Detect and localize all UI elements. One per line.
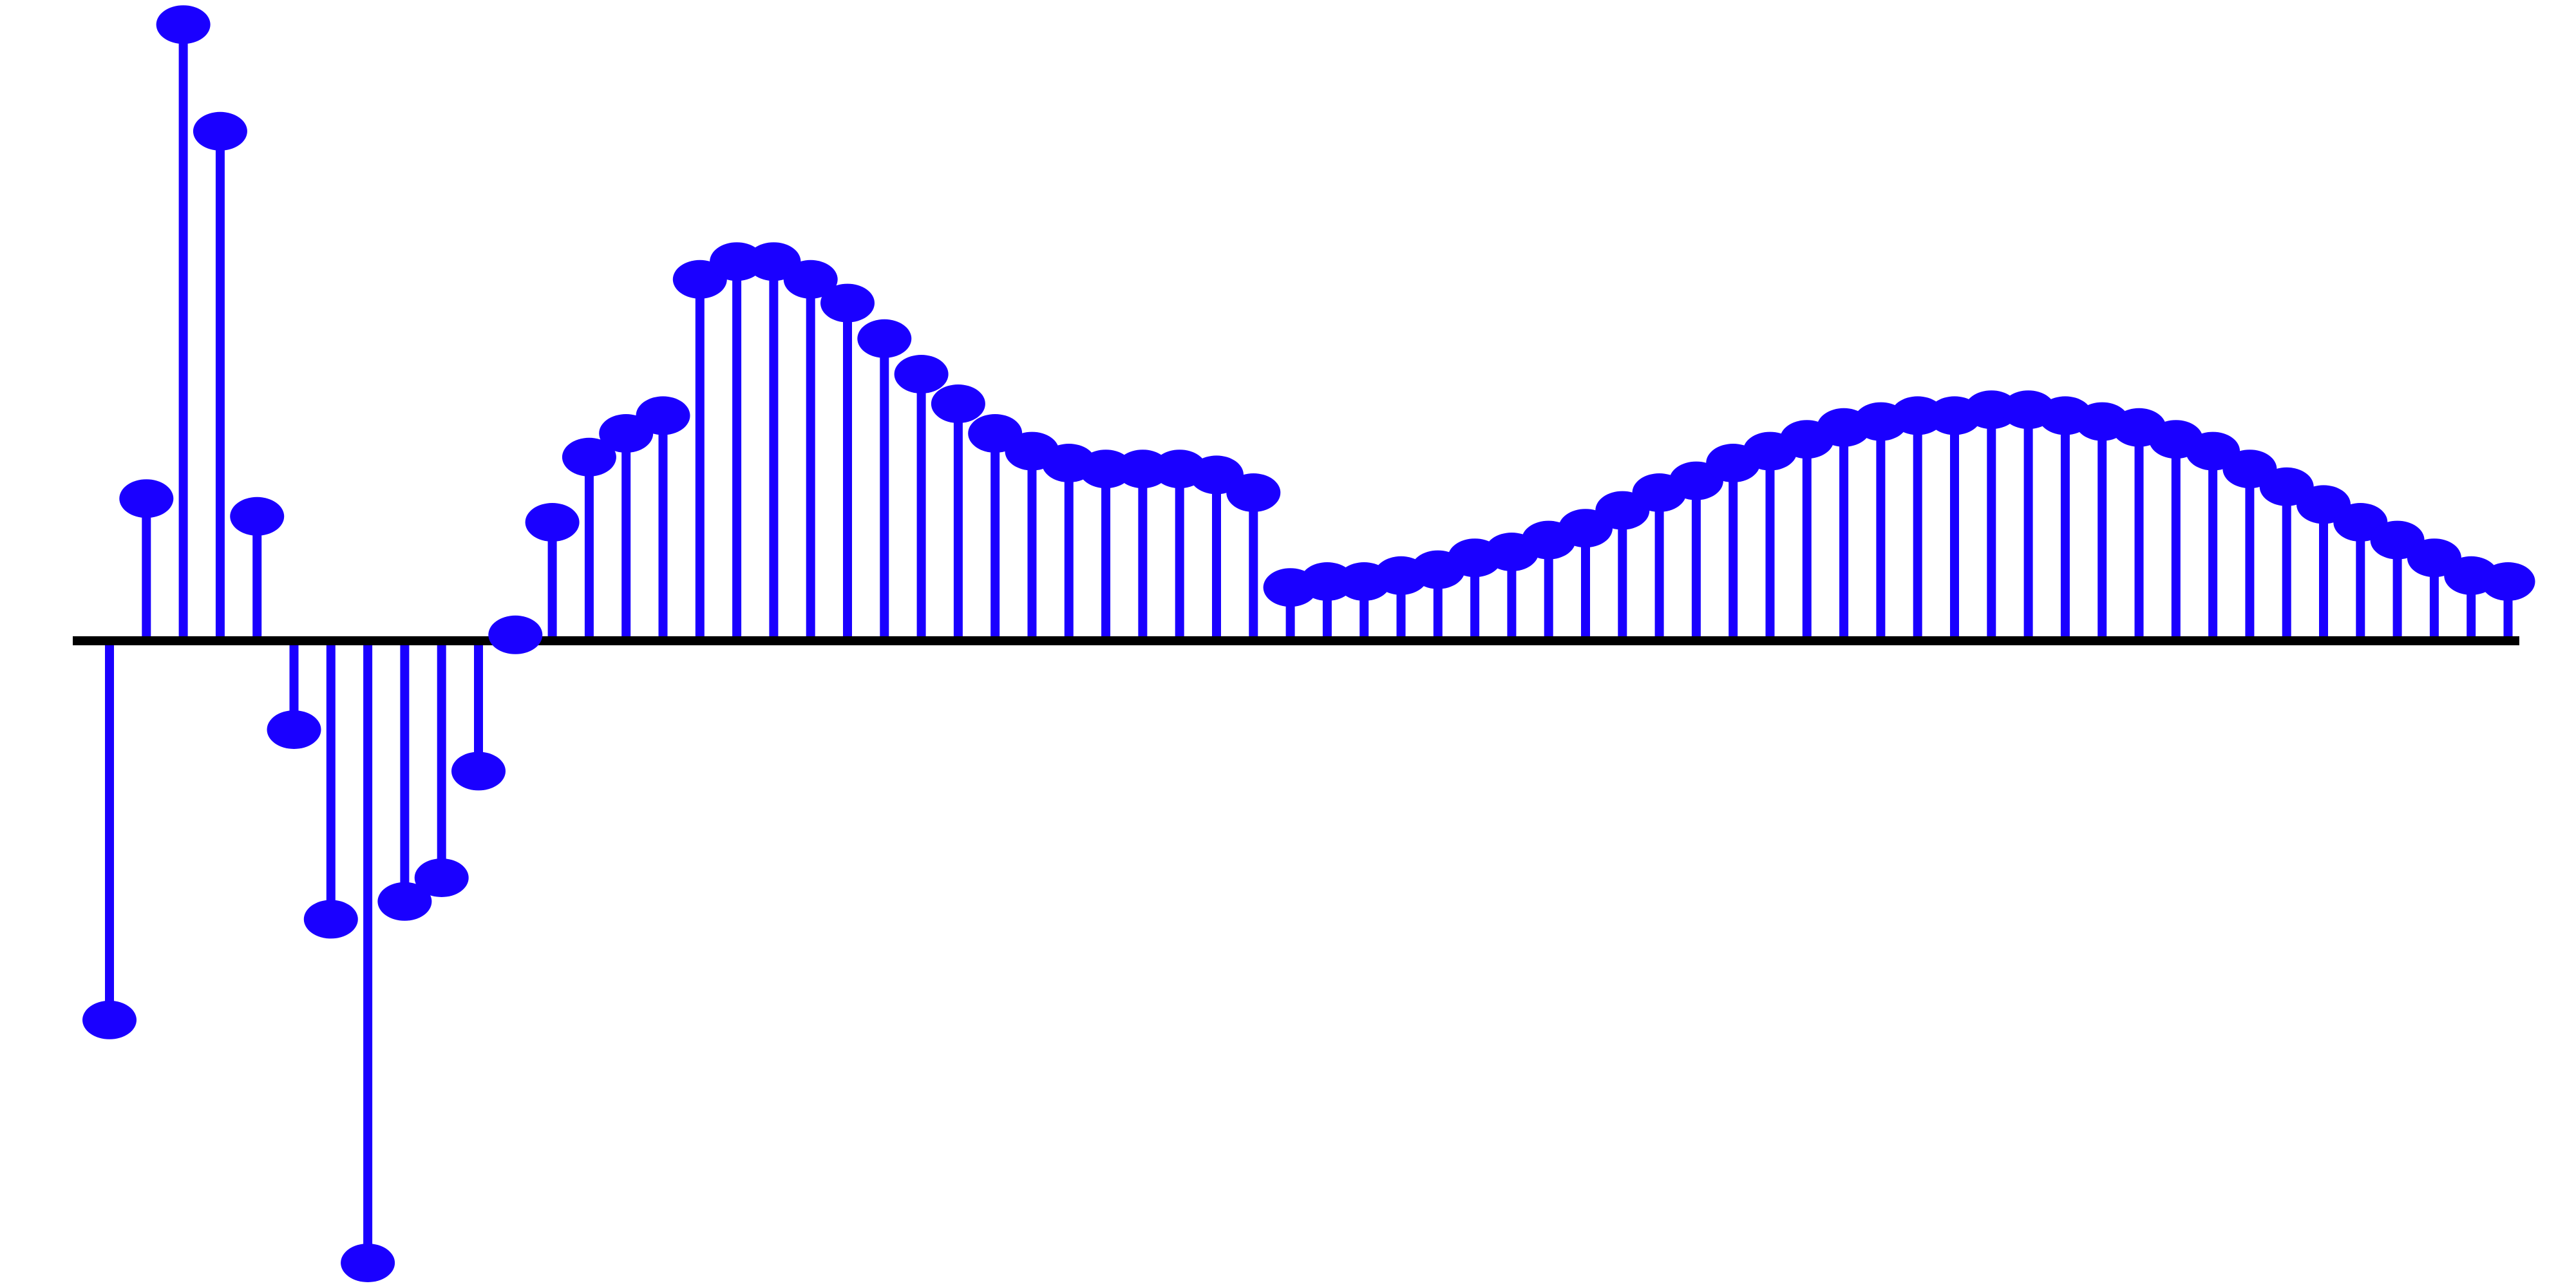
stem-marker — [414, 858, 469, 897]
stem-marker — [931, 384, 985, 423]
stem-marker — [525, 503, 580, 542]
stem-marker — [303, 900, 358, 939]
stem-marker — [267, 710, 321, 749]
markers-layer — [82, 5, 2535, 1282]
stem-marker — [857, 319, 912, 358]
stem-marker — [2481, 562, 2535, 601]
stem-marker — [783, 260, 838, 299]
stem-marker — [230, 497, 285, 536]
stem-marker — [341, 1244, 395, 1282]
stem-marker — [193, 111, 247, 151]
stem-marker — [1226, 473, 1281, 512]
stem-marker — [488, 615, 543, 654]
stem-marker — [636, 396, 690, 435]
stem-marker — [156, 5, 211, 44]
stem-marker — [377, 882, 432, 921]
stem-marker — [82, 1000, 137, 1039]
stem-marker — [562, 437, 616, 477]
stem-marker — [119, 479, 174, 518]
stem-marker — [894, 355, 949, 393]
stem-marker — [820, 283, 875, 323]
stem-marker — [451, 752, 506, 791]
